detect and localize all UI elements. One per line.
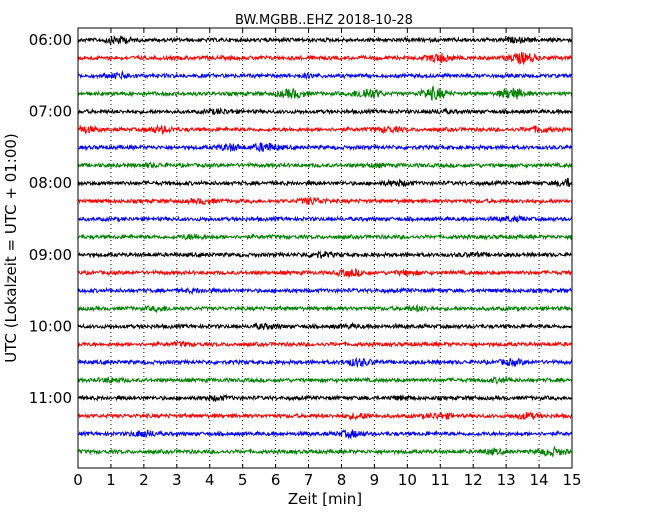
seismic-trace — [77, 123, 573, 135]
seismic-trace — [77, 429, 573, 440]
seismic-trace — [77, 340, 573, 349]
x-tick-label: 4 — [205, 471, 215, 489]
seismic-trace — [77, 161, 573, 170]
seismic-trace — [77, 70, 573, 81]
x-tick-label: 11 — [431, 471, 450, 489]
seismic-trace — [77, 376, 573, 385]
x-tick-label: 13 — [497, 471, 516, 489]
x-tick-label: 2 — [139, 471, 149, 489]
y-tick-label: 08:00 — [29, 174, 72, 192]
seismic-trace — [77, 84, 573, 101]
x-tick-label: 14 — [530, 471, 549, 489]
seismic-trace — [77, 177, 573, 188]
x-tick-label: 0 — [73, 471, 83, 489]
seismic-trace — [77, 393, 573, 403]
seismic-trace — [77, 445, 573, 457]
y-tick-label: 11:00 — [29, 389, 72, 407]
chart-title: BW.MGBB..EHZ 2018-10-28 — [235, 13, 413, 28]
x-tick-label: 1 — [106, 471, 116, 489]
seismic-trace — [77, 106, 573, 116]
x-tick-label: 10 — [398, 471, 417, 489]
x-tick-label: 7 — [304, 471, 314, 489]
y-tick-label: 06:00 — [29, 31, 72, 49]
seismic-trace — [77, 214, 573, 224]
y-axis-ticks: 06:00 07:00 08:00 09:00 10:00 11:00 — [29, 31, 572, 407]
traces — [77, 35, 573, 457]
y-tick-label: 07:00 — [29, 103, 72, 121]
y-tick-label: 09:00 — [29, 246, 72, 264]
x-tick-label: 12 — [464, 471, 483, 489]
x-tick-label: 3 — [172, 471, 182, 489]
seismic-trace — [77, 303, 573, 314]
seismic-trace — [77, 250, 573, 259]
x-tick-label: 6 — [271, 471, 281, 489]
seismic-trace — [77, 321, 573, 331]
x-tick-label: 15 — [562, 471, 581, 489]
seismic-trace — [77, 356, 573, 368]
seismic-trace — [77, 142, 573, 153]
seismic-trace — [77, 267, 572, 279]
x-tick-label: 9 — [370, 471, 380, 489]
seismic-trace — [77, 196, 573, 206]
seismic-trace — [77, 232, 573, 241]
y-tick-label: 10:00 — [29, 317, 72, 335]
plot-frame — [77, 27, 573, 469]
x-tick-label: 5 — [238, 471, 248, 489]
seismic-trace — [77, 35, 573, 46]
seismic-trace — [77, 410, 573, 421]
seismic-trace — [77, 286, 573, 296]
x-tick-label: 8 — [337, 471, 347, 489]
vertical-grid — [110, 28, 540, 468]
x-axis-label: Zeit [min] — [288, 490, 362, 508]
x-axis-ticks: 0 1 2 3 4 5 6 7 8 9 10 11 12 13 14 15 — [73, 28, 582, 489]
seismic-trace — [77, 52, 573, 65]
y-axis-label: UTC (Lokalzeit = UTC + 01:00) — [2, 133, 20, 363]
